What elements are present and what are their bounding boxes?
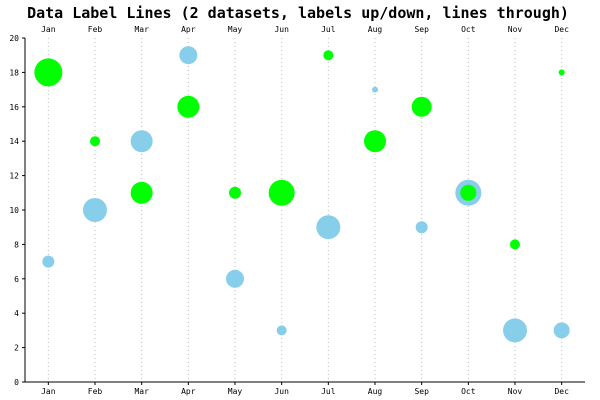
data-point-series1-mar — [130, 130, 153, 153]
grid-lines — [47, 38, 563, 382]
data-point-series2-jul — [323, 50, 334, 61]
y-tick-label: 14 — [9, 137, 19, 146]
data-point-series2-nov — [510, 239, 520, 250]
x-tick-label-top: Dec — [554, 25, 569, 34]
data-point-series2-may — [229, 186, 241, 199]
data-point-series1-aug — [372, 86, 378, 93]
x-tick-label-bottom: Dec — [554, 387, 569, 396]
x-tick-label-bottom: Apr — [181, 387, 196, 396]
axes — [22, 37, 585, 385]
data-point-series1-feb — [83, 198, 107, 222]
y-tick-label: 16 — [9, 103, 19, 112]
x-tick-label-bottom: Aug — [368, 387, 383, 396]
x-tick-label-top: Nov — [508, 25, 523, 34]
data-point-series1-jun — [276, 325, 287, 336]
data-point-series2-dec — [558, 69, 565, 76]
x-tick-label-top: Apr — [181, 25, 196, 34]
data-point-series2-feb — [90, 136, 100, 147]
data-point-series1-may — [226, 269, 244, 288]
y-tick-label: 8 — [14, 240, 19, 249]
data-points — [34, 46, 570, 343]
chart-title: Data Label Lines (2 datasets, labels up/… — [27, 4, 569, 22]
data-point-series2-jun — [268, 179, 295, 206]
y-tick-label: 4 — [14, 309, 19, 318]
data-point-series2-mar — [130, 181, 153, 204]
x-tick-label-bottom: Jul — [321, 387, 336, 396]
x-tick-label-bottom: Nov — [508, 387, 523, 396]
x-tick-label-top: Aug — [368, 25, 383, 34]
data-point-series1-apr — [179, 46, 198, 65]
x-tick-label-top: May — [228, 25, 243, 34]
x-tick-label-top: Jul — [321, 25, 336, 34]
y-tick-label: 6 — [14, 275, 19, 284]
x-tick-label-bottom: Mar — [134, 387, 149, 396]
tick-labels: 0 2 4 6 8 10 12 14 16 18 20 Jan Jan Feb Feb Mar Mar Apr Ap… — [9, 25, 569, 396]
y-tick-label: 12 — [9, 172, 19, 181]
x-tick-label-top: Oct — [461, 25, 476, 34]
x-tick-label-top: Jun — [274, 25, 289, 34]
y-tick-label: 18 — [9, 68, 19, 77]
data-point-series2-aug — [364, 130, 386, 153]
data-point-series2-oct — [460, 184, 477, 201]
data-point-series2-sep — [411, 96, 432, 117]
y-tick-label: 20 — [9, 34, 19, 43]
y-tick-label: 0 — [14, 378, 19, 387]
data-point-series1-jan — [42, 255, 55, 268]
x-tick-label-top: Mar — [134, 25, 149, 34]
x-tick-label-bottom: May — [228, 387, 243, 396]
x-tick-label-top: Feb — [88, 25, 103, 34]
data-point-series2-apr — [177, 95, 200, 118]
data-point-series1-sep — [415, 221, 428, 234]
data-point-series1-nov — [503, 318, 527, 343]
y-tick-label: 2 — [14, 344, 19, 353]
x-tick-label-bottom: Oct — [461, 387, 476, 396]
x-tick-label-bottom: Jan — [41, 387, 56, 396]
data-point-series1-jul — [316, 215, 341, 240]
x-tick-label-top: Sep — [414, 25, 429, 34]
x-tick-label-bottom: Sep — [414, 387, 429, 396]
data-point-series2-jan — [34, 58, 63, 87]
x-tick-label-bottom: Jun — [274, 387, 289, 396]
x-tick-label-bottom: Feb — [88, 387, 103, 396]
x-tick-label-top: Jan — [41, 25, 56, 34]
y-tick-label: 10 — [9, 206, 19, 215]
data-point-series1-dec — [553, 322, 570, 339]
